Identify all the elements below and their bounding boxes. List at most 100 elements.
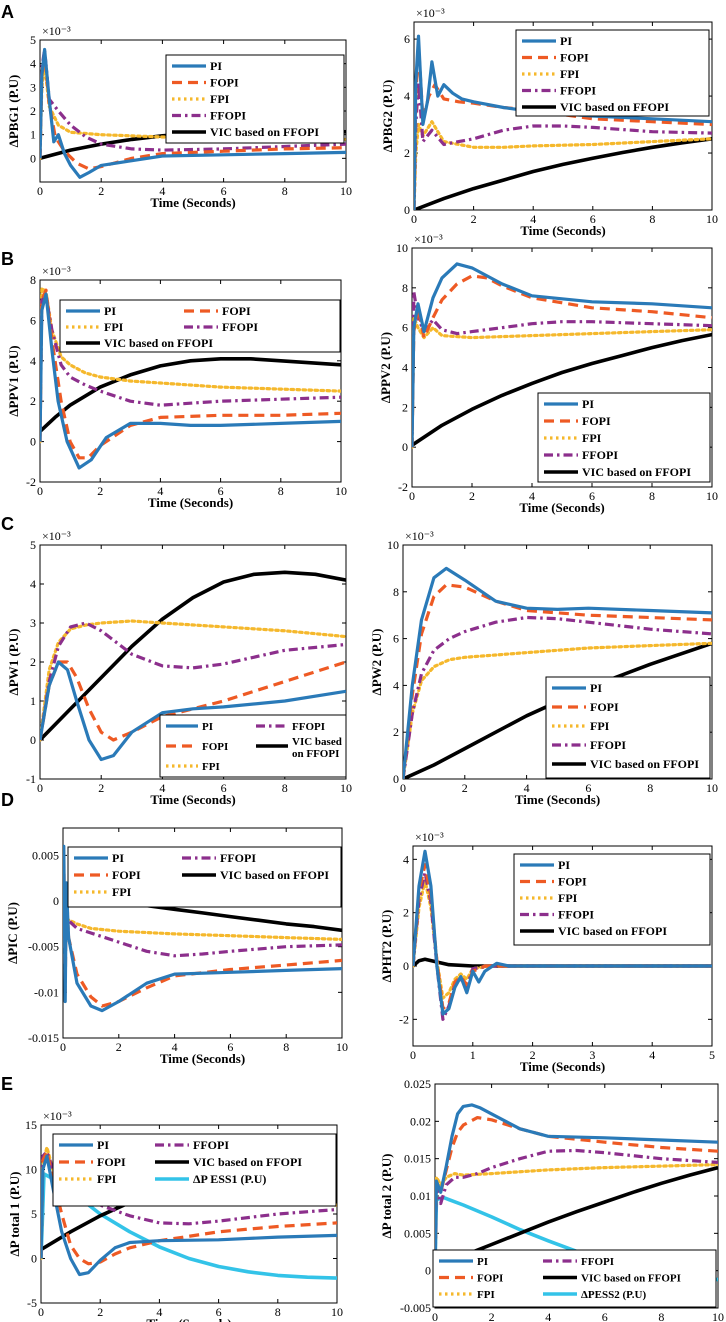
chart-A-left: 0 2 4 6 8 10 0 1 2 3 4 5 ×10⁻³ Time (Seconds) ΔPBG1 (P…	[6, 24, 352, 210]
axis-scale-label: ×10⁻³	[42, 24, 71, 38]
legend-label: FFOPI	[220, 851, 256, 865]
x-tick-label: 6	[589, 489, 595, 503]
legend-label: VIC based on FFOPI	[210, 125, 319, 139]
chart-D-right: 0 1 2 3 4 5 -2 0 2 4 ×10⁻³ Time (Seconds) ΔPHT2 (P.U…	[379, 830, 715, 1074]
y-tick-label: 0	[403, 959, 409, 973]
series-line-ffopi	[40, 294, 341, 442]
x-axis-label: Time (Seconds)	[150, 195, 235, 210]
x-axis-label: Time (Seconds)	[150, 792, 235, 807]
x-tick-label: 6	[227, 1040, 233, 1054]
legend-label: VIC based on FFOPI	[292, 736, 342, 760]
y-tick-label: 6	[393, 632, 399, 646]
series-line-fpi	[414, 120, 712, 210]
y-tick-label: 4	[30, 57, 36, 71]
y-tick-label: 4	[393, 678, 399, 692]
legend-label: FOPI	[97, 1155, 126, 1169]
series-line-pi	[403, 566, 712, 779]
series-line-vic	[412, 332, 712, 447]
y-tick-label: 8	[402, 281, 408, 295]
series-line-pi	[435, 1103, 718, 1271]
x-tick-label: 4	[157, 484, 163, 498]
series-line-pi	[412, 262, 712, 448]
legend-label: FPI	[210, 92, 230, 106]
legend: PI FFOPI FOPI VIC based on FFOPI FPI	[67, 846, 342, 908]
x-tick-label: 10	[712, 1310, 724, 1322]
y-tick-label: 0.02	[410, 1114, 431, 1128]
series-line-fpi	[412, 316, 712, 449]
x-tick-label: 4	[530, 212, 536, 226]
x-tick-label: 0	[37, 781, 43, 795]
legend-label: FOPI	[222, 304, 251, 318]
x-axis-label: Time (Seconds)	[146, 1316, 231, 1322]
legend-label: FOPI	[112, 868, 141, 882]
y-axis-label: ΔP total 1 (P.U)	[7, 1172, 22, 1257]
y-tick-label: 5	[31, 1207, 37, 1221]
legend: PI FOPI FPI FFOPI VIC based on FFOPI	[513, 853, 711, 946]
y-axis-label: ΔPW1 (P.U)	[6, 629, 21, 696]
y-tick-label: 2	[402, 400, 408, 414]
y-tick-label: 8	[30, 273, 36, 287]
y-tick-label: 0	[53, 894, 59, 908]
series-group	[413, 849, 712, 1021]
legend-label: FOPI	[477, 1273, 503, 1285]
legend-label: PI	[104, 304, 116, 318]
y-tick-label: 5	[30, 538, 36, 552]
legend-box	[52, 1133, 337, 1207]
x-tick-label: 8	[658, 1310, 664, 1322]
x-tick-label: 5	[709, 1048, 715, 1062]
series-group	[40, 570, 346, 762]
chart-D-left: 0 2 4 6 8 10 -0.015 -0.01 -0.005 0 0.005 Time (Seco…	[5, 827, 348, 1066]
y-tick-label: 2	[30, 655, 36, 669]
x-tick-label: 8	[278, 484, 284, 498]
y-tick-label: 3	[30, 616, 36, 630]
x-tick-label: 0	[409, 489, 415, 503]
y-tick-label: -2	[26, 475, 36, 489]
x-tick-label: 8	[282, 781, 288, 795]
legend-label: VIC based on FFOPI	[581, 1273, 681, 1285]
y-tick-label: 4	[402, 361, 408, 375]
x-tick-label: 0	[400, 781, 406, 795]
x-tick-label: 4	[172, 1040, 178, 1054]
x-tick-label: 0	[432, 1310, 438, 1322]
series-line-vic	[40, 356, 341, 433]
x-tick-label: 6	[602, 1310, 608, 1322]
x-tick-label: 0	[410, 1048, 416, 1062]
series-line-pi	[40, 292, 341, 470]
legend-label: PI	[202, 721, 213, 733]
series-line-ffopi	[403, 615, 712, 779]
x-tick-label: 2	[471, 212, 477, 226]
axes-box	[402, 544, 713, 780]
legend-label: VIC based on FFOPI	[220, 868, 329, 882]
x-tick-label: 10	[706, 212, 718, 226]
y-tick-label: 5	[30, 33, 36, 47]
x-tick-label: 4	[159, 781, 165, 795]
legend: PI FOPI FPI FFOPI VIC based on FFOPI	[545, 676, 711, 779]
legend-label: PI	[477, 1256, 488, 1268]
y-tick-label: -1	[26, 772, 36, 786]
y-tick-label: 0.025	[404, 1077, 431, 1091]
legend-label: FPI	[202, 761, 220, 773]
legend: PI FOPI FPI FFOPI VIC based on FFOPI	[515, 29, 710, 117]
axis-scale-label: ×10⁻³	[43, 1109, 72, 1123]
x-tick-label: 2	[489, 1310, 495, 1322]
y-axis-label: ΔPW2 (P.U)	[369, 629, 384, 696]
x-axis-label: Time (Seconds)	[160, 1051, 245, 1066]
series-line-fopi	[413, 863, 712, 1011]
legend-label: PI	[558, 858, 570, 872]
x-tick-label: 2	[116, 1040, 122, 1054]
legend: PI FFOPI FOPI VIC based on FFOPI FPI ΔPESS2 (…	[432, 1249, 717, 1308]
series-group	[412, 262, 712, 449]
x-tick-label: 8	[649, 489, 655, 503]
y-tick-label: 4	[403, 852, 409, 866]
x-axis-label: Time (Seconds)	[520, 223, 605, 238]
y-tick-label: 2	[403, 906, 409, 920]
y-tick-label: -2	[399, 1012, 409, 1026]
y-tick-label: 1	[30, 128, 36, 142]
x-tick-label: 10	[340, 781, 352, 795]
legend-box	[165, 54, 345, 144]
x-tick-label: 6	[221, 184, 227, 198]
y-tick-label: 0.005	[32, 848, 59, 862]
